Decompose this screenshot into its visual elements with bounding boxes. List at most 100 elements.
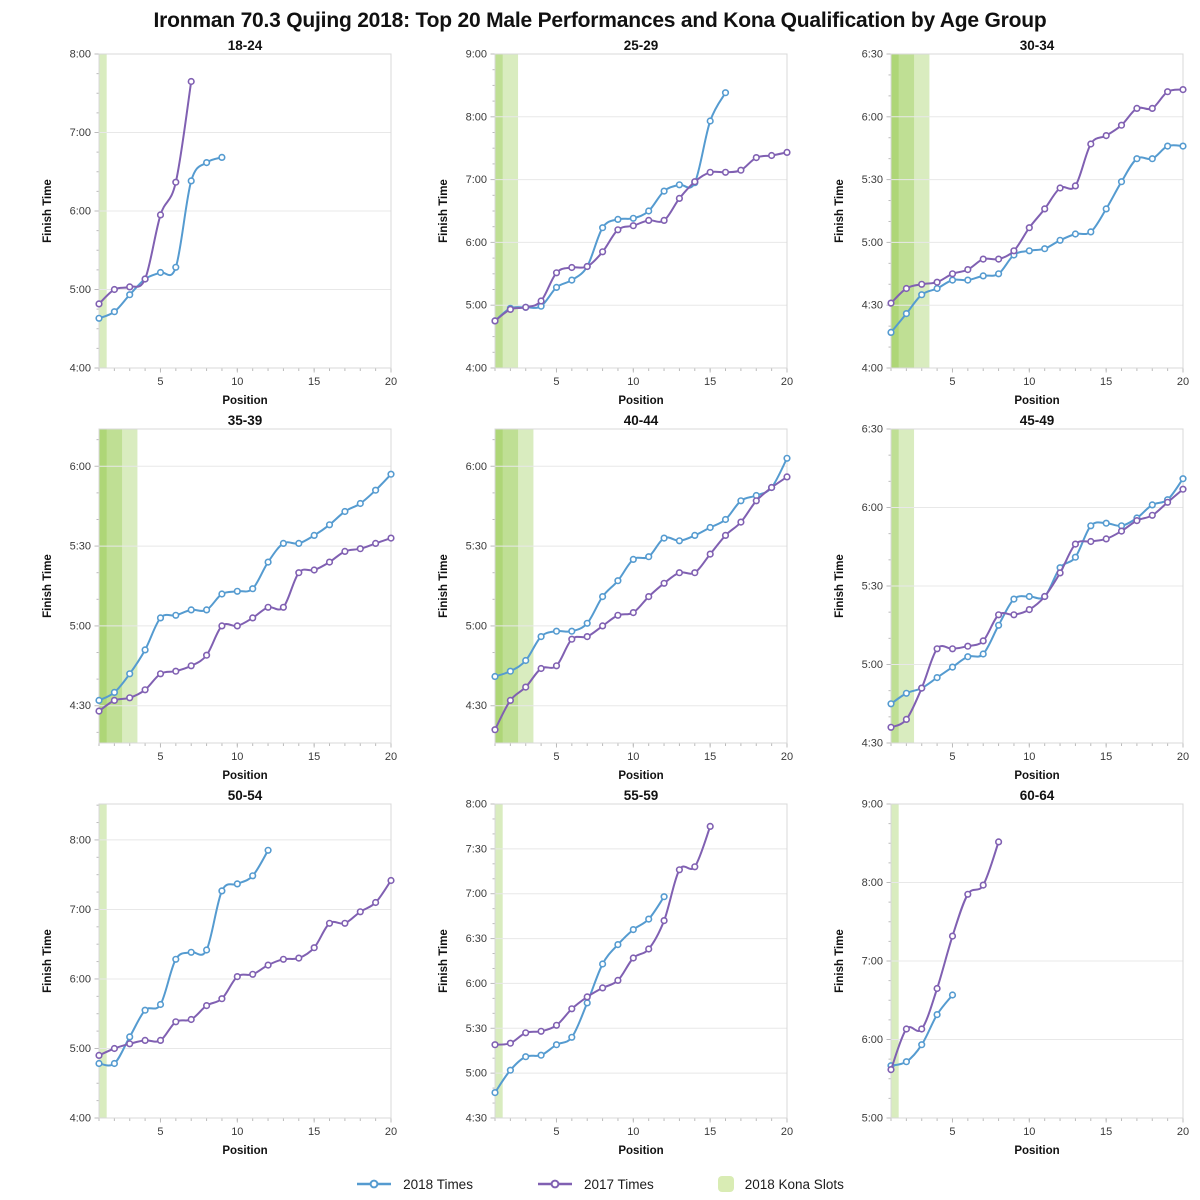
svg-text:5:30: 5:30 <box>70 541 91 553</box>
legend-item-2017-times: 2017 Times <box>537 1177 654 1192</box>
svg-text:5:00: 5:00 <box>466 1068 487 1080</box>
svg-text:10: 10 <box>627 1126 639 1138</box>
kona-band <box>99 429 138 743</box>
y-axis-label: Finish Time <box>42 554 54 618</box>
svg-text:15: 15 <box>1100 376 1112 388</box>
series-2018-times <box>491 89 730 325</box>
series-2018-times <box>887 142 1187 337</box>
svg-text:20: 20 <box>781 751 793 763</box>
legend-label-kona: 2018 Kona Slots <box>744 1176 844 1192</box>
subplot-title: 25-29 <box>624 38 659 53</box>
svg-text:7:00: 7:00 <box>70 904 91 916</box>
y-axis: 4:30 5:00 5:30 6:00 6:30 7:00 7:30 8:00 <box>466 799 787 1125</box>
svg-text:5: 5 <box>553 1126 559 1138</box>
plot-border <box>890 53 1184 369</box>
subplot-title: 55-59 <box>624 788 659 803</box>
series-2017-times <box>491 822 714 1049</box>
subplot-45-49: 4:30 5:00 5:30 6:00 6:30 5 10 15 20 45-49 Position… <box>834 413 1189 782</box>
svg-text:6:30: 6:30 <box>862 424 883 436</box>
svg-text:6:00: 6:00 <box>466 461 487 473</box>
subplot-title: 40-44 <box>624 413 659 428</box>
series-2017-times <box>95 77 195 308</box>
subplot-30-34: 4:00 4:30 5:00 5:30 6:00 6:30 5 10 15 20 30-34 Posi… <box>834 38 1189 407</box>
svg-text:7:00: 7:00 <box>466 888 487 900</box>
x-axis-label: Position <box>222 395 267 407</box>
subplot-title: 18-24 <box>228 38 263 53</box>
y-axis: 4:30 5:00 5:30 6:00 <box>466 439 787 733</box>
svg-text:15: 15 <box>308 751 320 763</box>
svg-text:4:00: 4:00 <box>70 363 91 375</box>
series-2018-times <box>95 470 395 705</box>
svg-text:15: 15 <box>1100 751 1112 763</box>
x-axis: 5 10 15 20 <box>890 1118 1189 1138</box>
x-axis-label: Position <box>222 770 267 782</box>
svg-text:5: 5 <box>949 751 955 763</box>
svg-text:5:00: 5:00 <box>862 659 883 671</box>
line-marker-icon <box>537 1179 572 1189</box>
svg-text:9:00: 9:00 <box>466 49 487 61</box>
svg-text:20: 20 <box>385 751 397 763</box>
svg-text:10: 10 <box>1023 376 1035 388</box>
svg-text:8:00: 8:00 <box>466 799 487 811</box>
series-2017-times <box>491 473 791 734</box>
svg-text:5: 5 <box>157 1126 163 1138</box>
svg-text:5: 5 <box>553 751 559 763</box>
subplot-18-24: 4:00 5:00 6:00 7:00 8:00 5 10 15 20 18-24 Position… <box>42 38 397 407</box>
svg-text:15: 15 <box>704 376 716 388</box>
x-axis: 5 10 15 20 <box>494 743 793 763</box>
svg-text:5:30: 5:30 <box>862 174 883 186</box>
svg-text:5:00: 5:00 <box>70 620 91 632</box>
svg-text:4:00: 4:00 <box>466 363 487 375</box>
svg-text:6:00: 6:00 <box>70 973 91 985</box>
svg-text:5:00: 5:00 <box>466 300 487 312</box>
subplot-title: 30-34 <box>1020 38 1055 53</box>
y-axis-label: Finish Time <box>42 179 54 243</box>
subplot-60-64: 5:00 6:00 7:00 8:00 9:00 5 10 15 20 60-64 Position… <box>834 788 1189 1157</box>
line-marker-icon <box>357 1179 392 1189</box>
svg-text:7:00: 7:00 <box>862 956 883 968</box>
svg-text:20: 20 <box>1177 751 1189 763</box>
svg-text:9:00: 9:00 <box>862 799 883 811</box>
x-axis-label: Position <box>618 770 663 782</box>
x-axis: 5 10 15 20 <box>98 743 397 763</box>
x-axis: 5 10 15 20 <box>890 368 1189 388</box>
y-axis: 5:00 6:00 7:00 8:00 9:00 <box>862 799 1183 1125</box>
x-axis-label: Position <box>1014 770 1059 782</box>
svg-text:6:00: 6:00 <box>70 206 91 218</box>
subplot-40-44: 4:30 5:00 5:30 6:00 5 10 15 20 40-44 Position Fini… <box>438 413 793 782</box>
y-axis-label: Finish Time <box>834 179 846 243</box>
svg-text:7:30: 7:30 <box>466 843 487 855</box>
plot-border <box>98 428 392 744</box>
svg-text:7:00: 7:00 <box>70 127 91 139</box>
svg-text:5:00: 5:00 <box>466 620 487 632</box>
kona-band <box>99 804 107 1118</box>
x-axis: 5 10 15 20 <box>890 743 1189 763</box>
y-axis-label: Finish Time <box>834 554 846 618</box>
legend-label-2018: 2018 Times <box>403 1176 473 1192</box>
svg-text:5:00: 5:00 <box>70 284 91 296</box>
y-axis: 4:00 5:00 6:00 7:00 8:00 <box>70 804 391 1125</box>
svg-text:6:00: 6:00 <box>466 237 487 249</box>
subplot-title: 45-49 <box>1020 413 1055 428</box>
svg-text:4:30: 4:30 <box>466 1113 487 1125</box>
svg-text:4:30: 4:30 <box>466 700 487 712</box>
series-2017-times <box>887 838 1003 1074</box>
svg-text:10: 10 <box>231 751 243 763</box>
svg-text:5:30: 5:30 <box>862 581 883 593</box>
subplot-55-59: 4:305:005:306:006:307:007:308:005 10 15 205… <box>438 788 793 1157</box>
svg-text:10: 10 <box>231 376 243 388</box>
svg-text:6:00: 6:00 <box>862 502 883 514</box>
svg-text:8:00: 8:00 <box>466 111 487 123</box>
svg-text:20: 20 <box>781 376 793 388</box>
x-axis-label: Position <box>222 1145 267 1157</box>
svg-text:6:00: 6:00 <box>70 461 91 473</box>
plot-border <box>494 428 788 744</box>
svg-text:20: 20 <box>1177 1126 1189 1138</box>
svg-text:5: 5 <box>553 376 559 388</box>
kona-band <box>495 54 519 368</box>
plot-border <box>494 53 788 369</box>
series-2017-times <box>887 85 1187 307</box>
svg-text:5: 5 <box>157 751 163 763</box>
x-axis: 5 10 15 20 <box>98 368 397 388</box>
svg-text:4:30: 4:30 <box>70 700 91 712</box>
